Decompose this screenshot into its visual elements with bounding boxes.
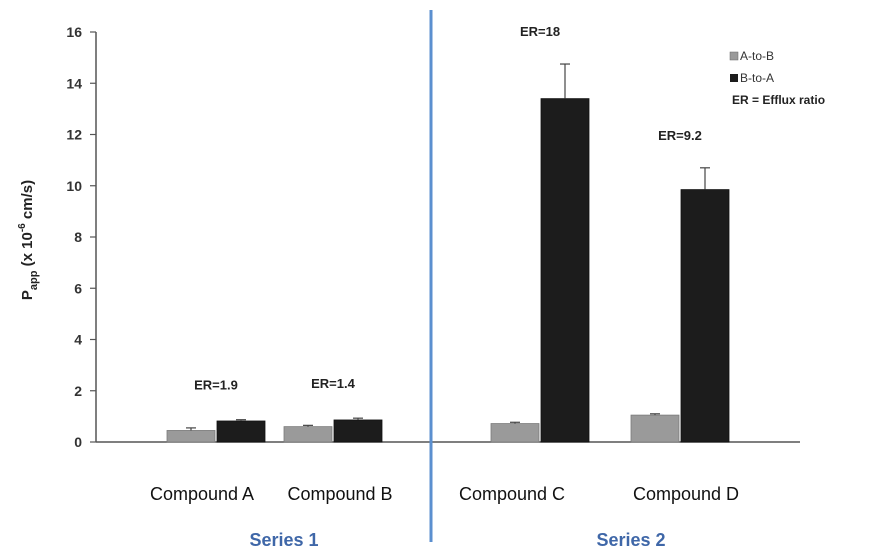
group-label: Series 1 — [249, 530, 318, 550]
y-tick-label: 2 — [74, 383, 82, 399]
bar-a-to-b — [283, 426, 333, 443]
legend: A-to-B B-to-A ER = Efflux ratio — [729, 49, 825, 107]
y-tick-label: 8 — [74, 229, 82, 245]
y-tick-label: 10 — [66, 178, 82, 194]
bar-a-to-b — [166, 430, 216, 443]
y-tick-label: 16 — [66, 24, 82, 40]
group-labels: Series 1 Series 2 — [249, 530, 665, 550]
bars — [166, 98, 730, 443]
y-axis-label: Papp (x 10-6 cm/s) — [17, 180, 40, 300]
legend-swatch-a-to-b — [729, 51, 739, 61]
y-tick-label: 0 — [74, 434, 82, 450]
y-tick-label: 12 — [66, 127, 82, 143]
bar-b-to-a — [540, 98, 590, 443]
y-tick-label: 4 — [74, 332, 82, 348]
bar-a-to-b — [630, 414, 680, 443]
bar-b-to-a — [680, 189, 730, 443]
category-label: Compound C — [459, 484, 565, 504]
annotations: ER=1.9 ER=1.4 ER=18 ER=9.2 — [194, 24, 702, 393]
category-label: Compound A — [150, 484, 254, 504]
er-annotation: ER=9.2 — [658, 128, 702, 143]
plot-area: 0 2 4 6 8 10 12 14 16 ER=1.9 ER=1.4 ER=18 ER=9.2 — [66, 24, 800, 450]
category-label: Compound D — [633, 484, 739, 504]
ylabel-sup: -6 — [17, 223, 28, 232]
ylabel-base: P — [19, 290, 36, 300]
er-annotation: ER=1.9 — [194, 378, 238, 393]
y-tick-label: 6 — [74, 280, 82, 296]
y-ticks: 0 2 4 6 8 10 12 14 16 — [66, 24, 96, 450]
bar-b-to-a — [216, 420, 266, 443]
legend-label-b-to-a: B-to-A — [740, 71, 774, 85]
er-annotation: ER=18 — [520, 24, 560, 39]
error-bars — [186, 63, 710, 431]
bar-a-to-b — [490, 423, 540, 443]
er-annotation: ER=1.4 — [311, 376, 355, 391]
ylabel-rest1: (x 10 — [19, 232, 36, 270]
y-tick-label: 14 — [66, 75, 82, 91]
legend-label-a-to-b: A-to-B — [740, 49, 774, 63]
category-labels: Compound A Compound B Compound C Compound D — [150, 484, 739, 504]
legend-swatch-b-to-a — [730, 74, 738, 82]
category-label: Compound B — [287, 484, 392, 504]
ylabel-rest2: cm/s) — [19, 180, 36, 223]
group-label: Series 2 — [596, 530, 665, 550]
ylabel-sub: app — [28, 270, 40, 290]
bar-b-to-a — [333, 419, 383, 443]
legend-note: ER = Efflux ratio — [732, 93, 825, 107]
